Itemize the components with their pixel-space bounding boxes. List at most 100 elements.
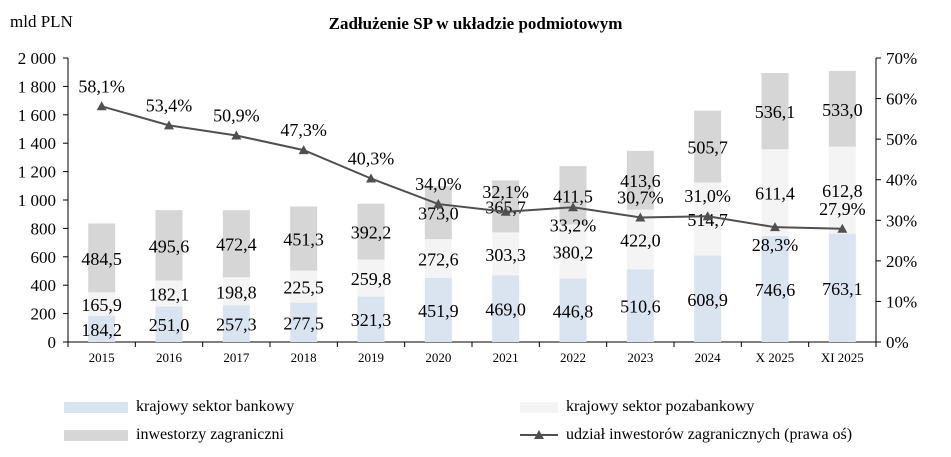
legend-label-nonbank: krajowy sektor pozabankowy	[566, 398, 755, 415]
bar-data-label: 533,0	[822, 100, 863, 120]
bar-data-label: 165,9	[81, 295, 122, 315]
bar-data-label: 612,8	[822, 181, 863, 201]
bar-segment	[155, 306, 183, 342]
x-tick-label: 2021	[493, 350, 519, 365]
bar-segment	[694, 110, 722, 183]
legend-label-share: udział inwestorów zagranicznych (prawa o…	[566, 426, 853, 443]
bar-segment	[492, 275, 520, 342]
legend-swatch-bank	[64, 401, 128, 413]
bar-segment	[559, 224, 587, 279]
bar-segment	[88, 292, 116, 316]
bar-segment	[357, 203, 385, 260]
share-data-label: 30,7%	[617, 187, 664, 207]
bar-data-label: 422,0	[620, 231, 661, 251]
bar-data-label: 272,6	[418, 249, 459, 269]
bar-data-label: 413,6	[620, 171, 661, 191]
x-tick-label: 2020	[425, 350, 451, 365]
bar-segment	[761, 149, 789, 236]
x-tick-label: XI 2025	[821, 350, 864, 365]
bar-data-label: 198,8	[216, 282, 257, 302]
bar-segment	[761, 73, 789, 150]
bar-data-label: 303,3	[485, 245, 526, 265]
y-tick-label: 1 800	[18, 77, 56, 96]
bar-data-label: 411,5	[553, 186, 593, 206]
y2-tick-label: 40%	[886, 171, 917, 190]
legend-label-bank: krajowy sektor bankowy	[136, 398, 295, 415]
share-marker	[231, 130, 242, 140]
bar-segment	[828, 70, 856, 147]
legend-label-foreign: inwestorzy zagraniczni	[136, 426, 284, 443]
bar-data-label: 763,1	[822, 279, 863, 299]
y2-tick-label: 50%	[886, 130, 917, 149]
bar-data-label: 182,1	[149, 284, 190, 304]
legend-item-foreign: inwestorzy zagraniczni	[64, 426, 284, 444]
bar-segment	[155, 210, 183, 281]
x-tick-label: 2023	[627, 350, 653, 365]
bar-segment	[424, 277, 452, 342]
share-marker	[635, 212, 646, 222]
bar-segment	[222, 277, 250, 306]
bar-data-label: 495,6	[149, 236, 190, 256]
legend-line-marker-icon	[520, 430, 558, 439]
bar-data-label: 225,5	[283, 278, 324, 298]
bar-segment	[559, 278, 587, 342]
y-tick-label: 1 600	[18, 106, 56, 125]
legend-item-share: udział inwestorów zagranicznych (prawa o…	[520, 426, 852, 444]
share-data-label: 47,3%	[280, 120, 327, 140]
chart-title: Zadłużenie SP w układzie podmiotowym	[328, 14, 623, 33]
bar-data-label: 257,3	[216, 315, 257, 335]
y-tick-label: 800	[31, 219, 57, 238]
share-line	[101, 105, 843, 230]
bar-data-label: 184,2	[81, 320, 122, 340]
bar-segment	[761, 235, 789, 342]
x-tick-label: X 2025	[756, 350, 795, 365]
legend-swatch-foreign	[64, 429, 128, 441]
bar-data-label: 451,9	[418, 301, 459, 321]
y-tick-label: 400	[31, 276, 57, 295]
bar-segment	[828, 146, 856, 234]
bar-segment	[694, 255, 722, 342]
x-tick-label: 2015	[89, 350, 115, 365]
bar-data-label: 608,9	[687, 290, 728, 310]
bar-segment	[290, 302, 318, 342]
bar-segment	[357, 296, 385, 342]
share-marker	[96, 101, 107, 111]
y-tick-label: 600	[31, 248, 57, 267]
share-data-label: 28,3%	[752, 235, 799, 255]
share-data-label: 27,9%	[819, 199, 866, 219]
bar-segment	[88, 315, 116, 342]
y2-tick-label: 20%	[886, 252, 917, 271]
bar-data-label: 446,8	[553, 301, 594, 321]
share-data-label: 33,2%	[550, 215, 597, 235]
share-marker	[164, 120, 174, 130]
bar-data-label: 373,0	[418, 204, 459, 224]
share-marker	[702, 211, 713, 221]
bar-data-label: 472,4	[216, 235, 257, 255]
bar-data-label: 277,5	[283, 313, 324, 333]
y-tick-label: 1 200	[18, 163, 56, 182]
bar-data-label: 510,6	[620, 297, 661, 317]
bar-data-label: 469,0	[485, 300, 526, 320]
bar-data-label: 746,6	[755, 280, 796, 300]
bar-segment	[155, 280, 183, 307]
bar-segment	[492, 232, 520, 276]
bar-segment	[290, 206, 318, 271]
bar-data-label: 392,2	[351, 223, 392, 243]
share-data-label: 32,1%	[482, 182, 529, 202]
bar-segment	[357, 259, 385, 297]
bar-data-label: 536,1	[755, 102, 796, 122]
share-data-label: 34,0%	[415, 174, 462, 194]
bar-segment	[424, 239, 452, 278]
bar-data-label: 484,5	[81, 249, 122, 269]
share-data-label: 58,1%	[78, 76, 125, 96]
legend-swatch-nonbank	[520, 401, 558, 413]
bar-data-label: 380,2	[553, 243, 594, 263]
x-tick-label: 2016	[156, 350, 183, 365]
share-marker	[433, 199, 444, 209]
bar-segment	[626, 150, 654, 210]
y2-tick-label: 0%	[886, 333, 909, 352]
bar-segment	[559, 166, 587, 225]
share-data-label: 40,3%	[348, 148, 395, 168]
bar-segment	[88, 223, 116, 293]
